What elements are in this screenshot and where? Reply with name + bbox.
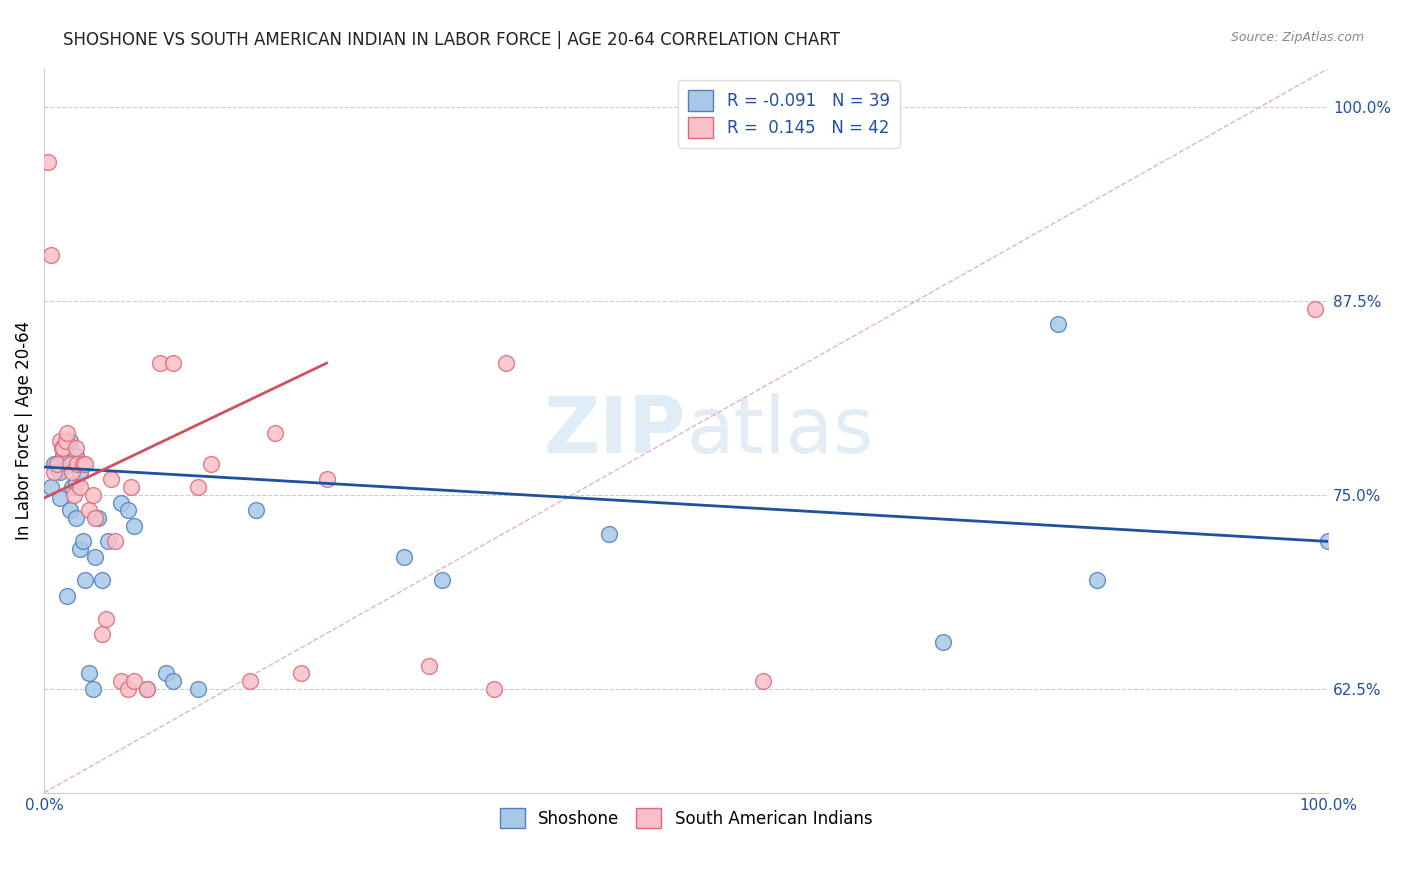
Point: [264, 425, 287, 440]
Point: [162, 356, 184, 370]
Point: [84, 549, 107, 564]
Point: [245, 503, 267, 517]
Point: [122, 673, 145, 688]
Point: [290, 666, 312, 681]
Point: [94, 612, 117, 626]
Point: [110, 496, 132, 510]
Point: [69, 542, 91, 557]
Point: [84, 511, 107, 525]
Point: [200, 457, 222, 471]
Point: [598, 526, 620, 541]
Point: [51, 442, 73, 456]
Point: [55, 434, 77, 448]
Point: [59, 457, 82, 471]
Point: [418, 658, 440, 673]
Point: [110, 673, 132, 688]
Point: [66, 457, 89, 471]
Point: [135, 681, 157, 696]
Point: [59, 434, 82, 448]
Point: [82, 681, 104, 696]
Text: ZIP: ZIP: [544, 392, 686, 468]
Point: [39, 480, 62, 494]
Point: [162, 673, 184, 688]
Y-axis label: In Labor Force | Age 20-64: In Labor Force | Age 20-64: [15, 321, 32, 541]
Point: [60, 457, 83, 471]
Point: [75, 457, 97, 471]
Point: [44, 465, 66, 479]
Point: [1317, 534, 1340, 549]
Point: [87, 511, 110, 525]
Point: [65, 449, 87, 463]
Point: [1047, 318, 1070, 332]
Point: [1303, 301, 1326, 316]
Point: [392, 549, 415, 564]
Point: [90, 627, 112, 641]
Point: [60, 465, 83, 479]
Point: [187, 480, 209, 494]
Point: [48, 491, 70, 505]
Legend: Shoshone, South American Indians: Shoshone, South American Indians: [494, 801, 879, 835]
Point: [430, 573, 453, 587]
Point: [69, 480, 91, 494]
Point: [56, 425, 79, 440]
Point: [932, 635, 955, 649]
Point: [60, 480, 83, 494]
Point: [77, 666, 100, 681]
Point: [72, 457, 94, 471]
Point: [72, 534, 94, 549]
Point: [1085, 573, 1108, 587]
Point: [75, 573, 97, 587]
Point: [48, 434, 70, 448]
Point: [187, 681, 209, 696]
Point: [482, 681, 505, 696]
Point: [155, 666, 177, 681]
Point: [44, 457, 66, 471]
Point: [122, 519, 145, 533]
Point: [77, 503, 100, 517]
Point: [65, 442, 87, 456]
Point: [752, 673, 775, 688]
Point: [495, 356, 517, 370]
Text: Source: ZipAtlas.com: Source: ZipAtlas.com: [1230, 31, 1364, 45]
Point: [149, 356, 172, 370]
Point: [69, 465, 91, 479]
Text: atlas: atlas: [686, 392, 873, 468]
Point: [135, 681, 157, 696]
Point: [65, 475, 87, 490]
Point: [97, 534, 120, 549]
Text: SHOSHONE VS SOUTH AMERICAN INDIAN IN LABOR FORCE | AGE 20-64 CORRELATION CHART: SHOSHONE VS SOUTH AMERICAN INDIAN IN LAB…: [63, 31, 841, 49]
Point: [46, 460, 69, 475]
Point: [37, 154, 59, 169]
Point: [52, 449, 75, 463]
Point: [82, 488, 104, 502]
Point: [120, 480, 142, 494]
Point: [117, 681, 139, 696]
Point: [90, 573, 112, 587]
Point: [65, 511, 87, 525]
Point: [39, 247, 62, 261]
Point: [117, 503, 139, 517]
Point: [48, 465, 70, 479]
Point: [59, 503, 82, 517]
Point: [100, 472, 122, 486]
Point: [46, 457, 69, 471]
Point: [315, 472, 337, 486]
Point: [238, 673, 260, 688]
Point: [104, 534, 127, 549]
Point: [52, 442, 75, 456]
Point: [56, 589, 79, 603]
Point: [62, 488, 84, 502]
